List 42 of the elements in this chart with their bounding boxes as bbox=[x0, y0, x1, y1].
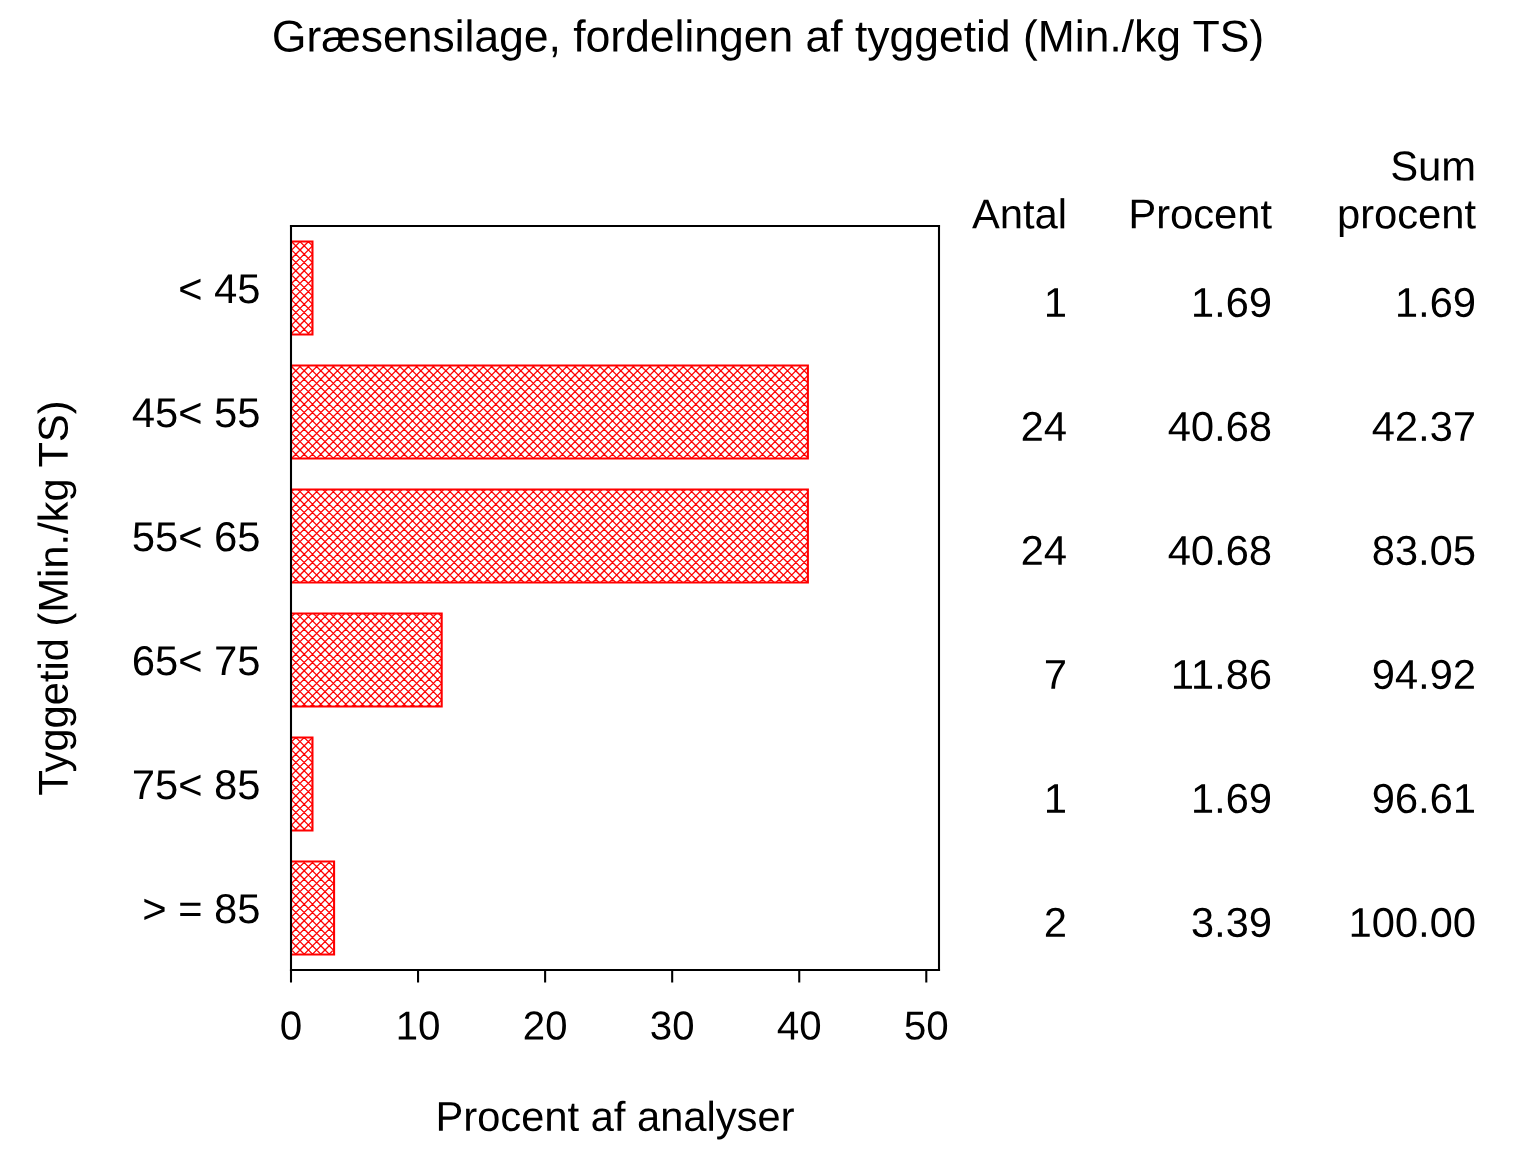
x-tick-label: 10 bbox=[398, 1011, 439, 1040]
text: 42.37 bbox=[1372, 411, 1474, 442]
text: 1.69 bbox=[1398, 287, 1475, 318]
data-label: 1.69 bbox=[1194, 287, 1271, 318]
text: Sum procent bbox=[1339, 151, 1476, 237]
text: 1 bbox=[1047, 288, 1065, 317]
text: 24 bbox=[1022, 535, 1066, 565]
text: Antal bbox=[972, 198, 1065, 229]
bar bbox=[291, 736, 314, 832]
y-tick-label: < 45 bbox=[180, 274, 259, 304]
data-label: 3.39 bbox=[1192, 907, 1271, 938]
bar bbox=[291, 860, 336, 956]
text: 83.05 bbox=[1373, 535, 1475, 566]
data-label: 11.86 bbox=[1173, 659, 1271, 690]
x-axis-title: Procent af analyser bbox=[438, 1100, 794, 1140]
data-label: 1.69 bbox=[1194, 783, 1271, 814]
data-label: 40.68 bbox=[1168, 535, 1271, 566]
bar bbox=[291, 240, 314, 336]
y-tick-label: > = 85 bbox=[144, 894, 259, 924]
y-tick-label: 75< 85 bbox=[133, 770, 259, 800]
x-tick-label: 50 bbox=[905, 1011, 948, 1040]
text: 94.92 bbox=[1373, 659, 1474, 690]
text: 2 bbox=[1045, 907, 1065, 937]
text: Procent bbox=[1131, 199, 1272, 229]
bar bbox=[291, 364, 809, 460]
text: 100.00 bbox=[1351, 907, 1475, 938]
x-tick-label: 20 bbox=[524, 1011, 566, 1040]
text: 1 bbox=[1047, 784, 1065, 813]
y-tick-label: 55< 65 bbox=[133, 522, 259, 552]
y-tick-label: 65< 75 bbox=[133, 646, 259, 676]
data-label: 40.68 bbox=[1168, 411, 1271, 442]
y-axis-title: Tyggetid (Min./kg TS) bbox=[37, 402, 77, 795]
text: 24 bbox=[1022, 411, 1066, 441]
x-tick-label: 30 bbox=[651, 1011, 693, 1040]
bar bbox=[291, 612, 443, 708]
text: 96.61 bbox=[1373, 783, 1474, 814]
x-tick-label: 0 bbox=[281, 1011, 301, 1040]
bar bbox=[291, 488, 809, 584]
text: 7 bbox=[1045, 660, 1065, 689]
chart-title: Græsensilage, fordelingen af tyggetid (Min./kg TS) bbox=[274, 19, 1262, 61]
x-tick-label: 40 bbox=[777, 1011, 821, 1040]
y-tick-label: 45< 55 bbox=[132, 398, 259, 428]
